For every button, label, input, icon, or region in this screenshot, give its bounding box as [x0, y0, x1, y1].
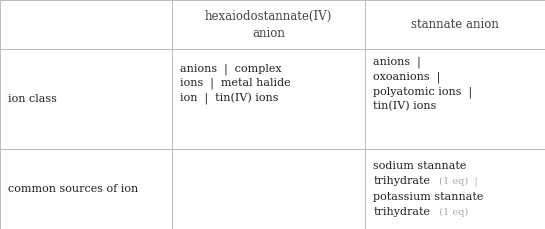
Bar	[172, 0, 365, 49]
Text: potassium stannate: potassium stannate	[373, 192, 484, 202]
Text: sodium stannate: sodium stannate	[373, 161, 467, 171]
Bar	[365, 49, 545, 149]
Text: common sources of ion: common sources of ion	[8, 184, 138, 194]
Text: hexaiodostannate(IV)
anion: hexaiodostannate(IV) anion	[205, 10, 332, 40]
Bar	[172, 49, 365, 149]
Text: anions  |  complex
ions  |  metal halide
ion  |  tin(IV) ions: anions | complex ions | metal halide ion…	[180, 63, 290, 105]
Bar	[0, 49, 172, 149]
Bar	[0, 0, 172, 49]
Text: stannate anion: stannate anion	[411, 18, 499, 31]
Text: trihydrate: trihydrate	[373, 207, 431, 217]
Text: ion class: ion class	[8, 94, 57, 104]
Text: (1 eq)  |: (1 eq) |	[436, 176, 478, 186]
Bar	[172, 149, 365, 229]
Bar	[0, 149, 172, 229]
Bar	[365, 0, 545, 49]
Text: (1 eq): (1 eq)	[436, 208, 468, 217]
Text: anions  |
oxoanions  |
polyatomic ions  |
tin(IV) ions: anions | oxoanions | polyatomic ions | t…	[373, 57, 473, 111]
Text: trihydrate: trihydrate	[373, 176, 431, 186]
Bar	[365, 149, 545, 229]
